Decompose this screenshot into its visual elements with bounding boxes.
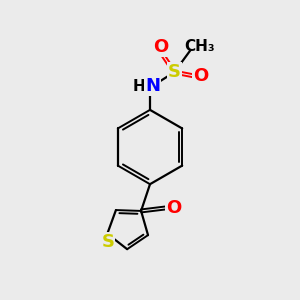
Text: N: N — [145, 77, 160, 95]
Text: H: H — [132, 79, 145, 94]
Text: O: O — [166, 199, 181, 217]
Text: O: O — [153, 38, 168, 56]
Text: CH₃: CH₃ — [184, 39, 215, 54]
Text: S: S — [168, 63, 181, 81]
Text: O: O — [193, 67, 208, 85]
Text: S: S — [101, 233, 114, 251]
